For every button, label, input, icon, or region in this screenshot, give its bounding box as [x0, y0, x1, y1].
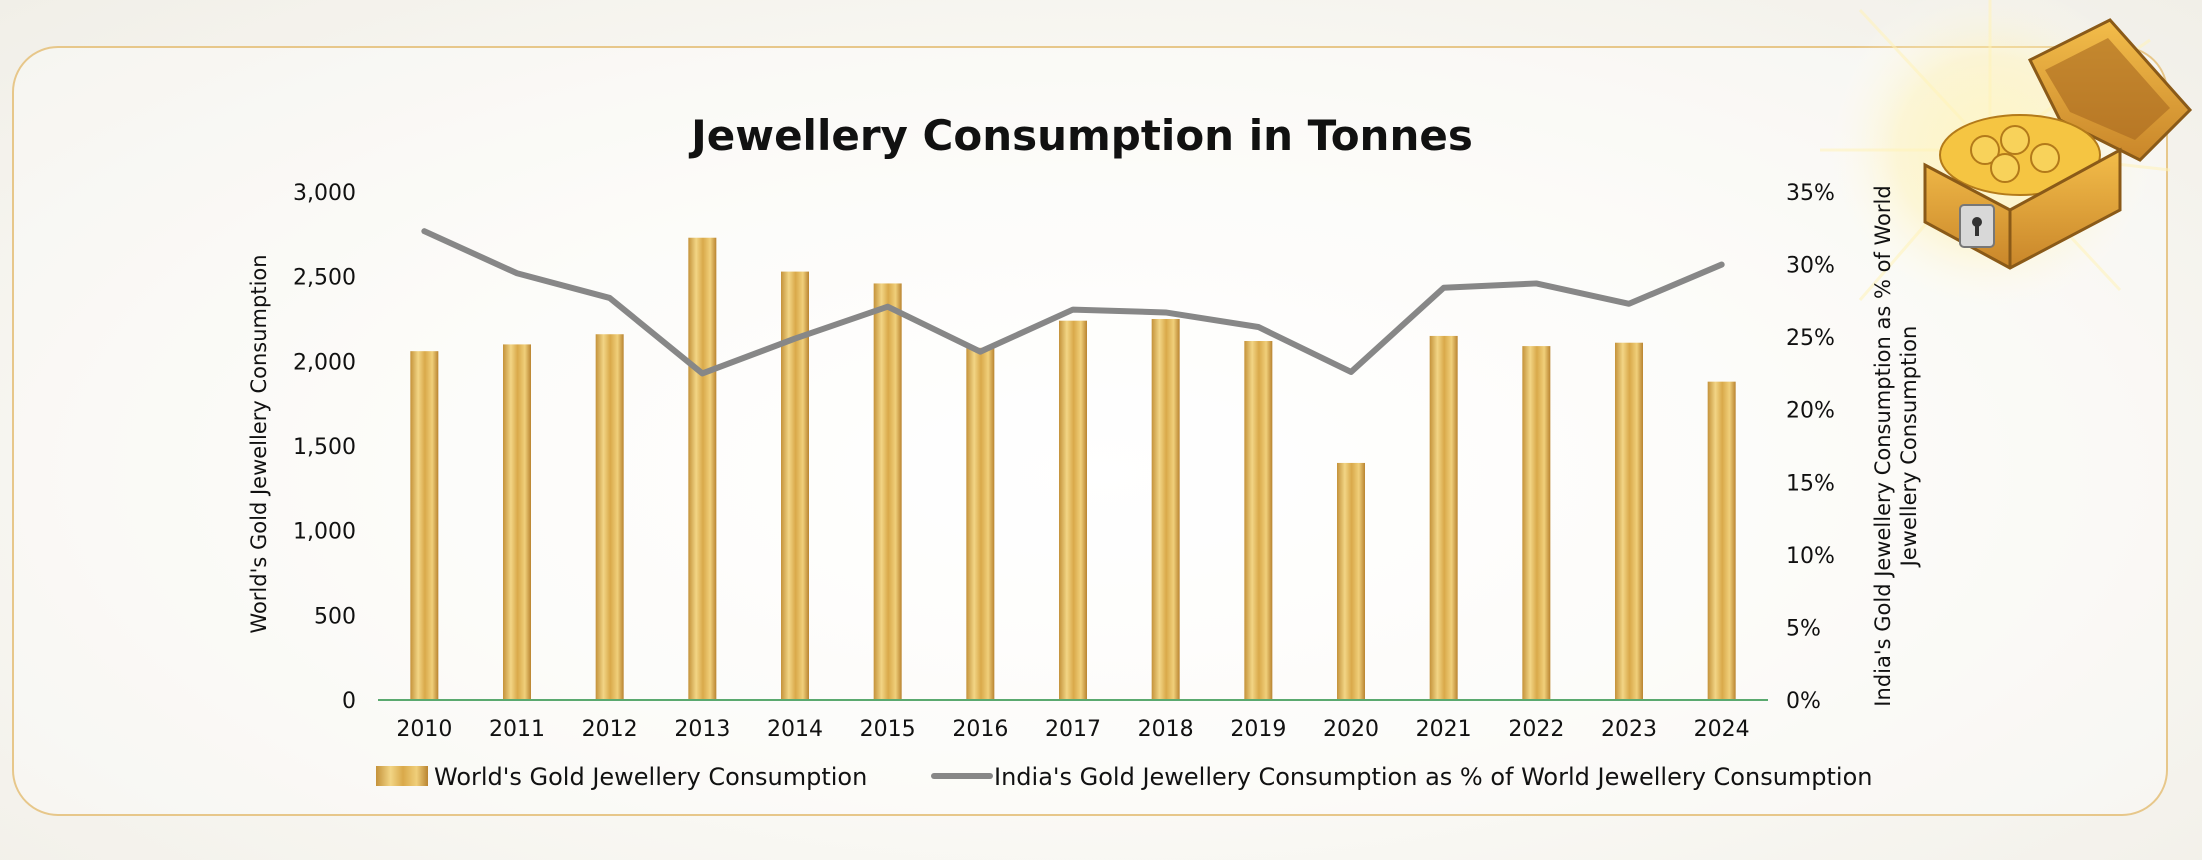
- bar-2022: [1522, 346, 1551, 700]
- x-tick-label: 2018: [1138, 717, 1194, 742]
- bar-2023: [1615, 342, 1643, 700]
- legend-label-line: India's Gold Jewellery Consumption as % …: [994, 763, 1873, 791]
- x-tick-label: 2023: [1601, 717, 1657, 742]
- bar-2018: [1151, 319, 1180, 700]
- x-axis: 2010 2011 2012 2013 2014 2015 2016 2017 2018 2019…: [396, 717, 1749, 742]
- left-y-tick-label: 0: [342, 689, 356, 714]
- right-y-tick-label: 20%: [1786, 399, 1835, 424]
- bar-series: [410, 237, 1736, 700]
- right-y-tick-label: 15%: [1786, 471, 1835, 496]
- bar-2010: [410, 351, 439, 700]
- right-axis-title-line-1: India's Gold Jewellery Consumption as % …: [1871, 185, 1895, 706]
- right-y-tick-label: 10%: [1786, 544, 1835, 569]
- right-y-tick-label: 0%: [1786, 689, 1821, 714]
- right-axis-title: India's Gold Jewellery Consumption as % …: [1871, 185, 1921, 706]
- right-y-tick-label: 25%: [1786, 326, 1835, 351]
- x-tick-label: 2011: [489, 717, 545, 742]
- left-y-axis: 0 500 1,000 1,500 2,000 2,500 3,000: [293, 181, 356, 714]
- right-y-tick-label: 30%: [1786, 254, 1835, 279]
- line-series: [421, 228, 1725, 377]
- x-tick-label: 2015: [860, 717, 916, 742]
- bar-2021: [1429, 335, 1458, 700]
- x-tick-label: 2012: [582, 717, 638, 742]
- bar-2019: [1244, 341, 1273, 700]
- bar-2012: [595, 334, 624, 700]
- bar-2017: [1059, 320, 1087, 700]
- x-tick-label: 2017: [1045, 717, 1101, 742]
- left-y-tick-label: 2,500: [293, 266, 356, 291]
- bar-2013: [688, 237, 717, 700]
- x-tick-label: 2014: [767, 717, 823, 742]
- left-y-tick-label: 1,000: [293, 520, 356, 545]
- left-y-tick-label: 2,000: [293, 350, 356, 375]
- legend-swatch-bar: [376, 766, 428, 786]
- bar-2016: [966, 347, 995, 700]
- chart-title: Jewellery Consumption in Tonnes: [688, 111, 1473, 160]
- right-y-axis: 0% 5% 10% 15% 20% 25% 30% 35%: [1786, 181, 1835, 714]
- right-y-tick-label: 35%: [1786, 181, 1835, 206]
- left-y-tick-label: 1,500: [293, 435, 356, 460]
- x-tick-label: 2019: [1230, 717, 1286, 742]
- legend: World's Gold Jewellery Consumption India…: [376, 763, 1873, 791]
- legend-label-bar: World's Gold Jewellery Consumption: [434, 763, 867, 791]
- left-y-tick-label: 3,000: [293, 181, 356, 206]
- right-y-tick-label: 5%: [1786, 616, 1821, 641]
- right-axis-title-line-2: Jewellery Consumption: [1897, 326, 1921, 569]
- x-tick-label: 2021: [1416, 717, 1472, 742]
- x-tick-label: 2010: [396, 717, 452, 742]
- bar-2015: [873, 283, 902, 700]
- x-tick-label: 2020: [1323, 717, 1379, 742]
- x-tick-label: 2024: [1694, 717, 1750, 742]
- left-y-tick-label: 500: [314, 604, 356, 629]
- x-tick-label: 2016: [952, 717, 1008, 742]
- chart-frame: [12, 46, 2168, 816]
- treasure-chest-illustration: [1820, 0, 2193, 320]
- x-tick-label: 2022: [1508, 717, 1564, 742]
- bar-2020: [1337, 462, 1365, 700]
- bar-2024: [1707, 381, 1736, 700]
- left-axis-title: World's Gold Jewellery Consumption: [247, 254, 271, 633]
- bar-2011: [503, 344, 531, 700]
- x-tick-label: 2013: [674, 717, 730, 742]
